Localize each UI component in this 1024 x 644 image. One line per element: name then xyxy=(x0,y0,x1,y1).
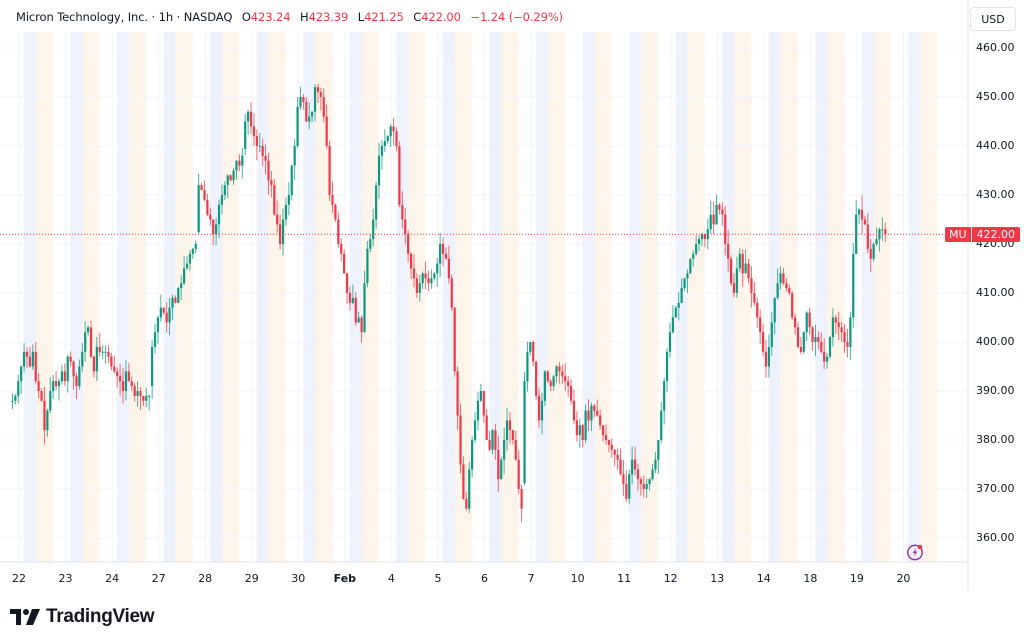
time-axis-label: 20 xyxy=(896,572,911,585)
last-price-symbol: MU xyxy=(945,226,971,242)
premarket-band xyxy=(861,32,874,562)
premarket-band xyxy=(768,32,781,562)
time-axis-label: 23 xyxy=(58,572,73,585)
price-axis-label: 410.00 xyxy=(976,286,1015,299)
postmarket-band xyxy=(82,32,100,562)
postmarket-band xyxy=(454,32,472,562)
postmarket-band xyxy=(36,32,53,562)
price-axis-label: 450.00 xyxy=(976,90,1015,103)
chart-area[interactable]: Micron Technology, Inc. · 1h · NASDAQ O4… xyxy=(0,0,1024,600)
premarket-band xyxy=(117,32,130,562)
postmarket-band xyxy=(873,32,891,562)
postmarket-band xyxy=(222,32,240,562)
candlestick-chart[interactable] xyxy=(0,0,1024,600)
postmarket-band xyxy=(780,32,798,562)
premarket-band xyxy=(908,32,921,562)
time-axis-label: 4 xyxy=(387,572,395,585)
postmarket-band xyxy=(361,32,379,562)
time-axis-label: 29 xyxy=(244,572,259,585)
premarket-band xyxy=(70,32,83,562)
postmarket-band xyxy=(548,32,566,562)
low-value: 421.25 xyxy=(364,10,404,24)
time-axis-label: 30 xyxy=(291,572,306,585)
premarket-band xyxy=(442,32,455,562)
time-axis-label: 14 xyxy=(756,572,771,585)
last-price-value: 422.00 xyxy=(971,226,1021,242)
premarket-band xyxy=(163,32,176,562)
open-label: O xyxy=(241,10,251,24)
postmarket-band xyxy=(734,32,752,562)
tradingview-logo[interactable]: TradingView xyxy=(10,606,155,628)
exchange: NASDAQ xyxy=(183,10,233,24)
lightning-alert-icon[interactable] xyxy=(906,543,924,561)
premarket-band xyxy=(256,32,269,562)
premarket-band xyxy=(210,32,223,562)
price-axis-label: 360.00 xyxy=(976,531,1015,544)
premarket-band xyxy=(489,32,502,562)
postmarket-band xyxy=(175,32,193,562)
price-axis-label: 370.00 xyxy=(976,482,1015,495)
price-axis-label: 400.00 xyxy=(976,335,1015,348)
time-axis-label: 13 xyxy=(710,572,725,585)
postmarket-band xyxy=(501,32,519,562)
time-axis-label: 24 xyxy=(105,572,120,585)
premarket-band xyxy=(815,32,828,562)
last-price-tag: MU 422.00 xyxy=(945,226,1021,242)
time-axis-label: 12 xyxy=(663,572,678,585)
premarket-band xyxy=(582,32,595,562)
time-axis-label: Feb xyxy=(333,572,357,585)
close-value: 422.00 xyxy=(421,10,461,24)
premarket-band xyxy=(536,32,549,562)
postmarket-band xyxy=(315,32,333,562)
postmarket-band xyxy=(827,32,845,562)
time-axis-label: 18 xyxy=(803,572,818,585)
postmarket-band xyxy=(641,32,659,562)
interval[interactable]: 1h xyxy=(158,10,174,24)
symbol-legend: Micron Technology, Inc. · 1h · NASDAQ O4… xyxy=(16,10,564,24)
high-label: H xyxy=(300,10,309,24)
time-axis-label: 6 xyxy=(481,572,488,585)
tradingview-wordmark: TradingView xyxy=(46,606,155,627)
postmarket-band xyxy=(920,32,938,562)
currency-button[interactable]: USD xyxy=(970,7,1016,31)
change-value: −1.24 (−0.29%) xyxy=(470,10,564,24)
postmarket-band xyxy=(268,32,286,562)
premarket-band xyxy=(629,32,642,562)
close-label: C xyxy=(413,10,422,24)
open-value: 423.24 xyxy=(250,10,291,24)
price-axis-label: 430.00 xyxy=(976,188,1015,201)
price-axis-label: 440.00 xyxy=(976,139,1015,152)
postmarket-band xyxy=(129,32,147,562)
price-axis-label: 460.00 xyxy=(976,41,1015,54)
time-axis-label: 11 xyxy=(617,572,632,585)
premarket-band xyxy=(396,32,409,562)
tradingview-logo-icon xyxy=(10,609,40,625)
time-axis-label: 27 xyxy=(151,572,166,585)
high-value: 423.39 xyxy=(308,10,349,24)
premarket-band xyxy=(24,32,36,562)
time-axis-label: 7 xyxy=(527,572,535,585)
premarket-band xyxy=(303,32,316,562)
time-axis-label: 19 xyxy=(849,572,864,585)
price-axis-label: 390.00 xyxy=(976,384,1015,397)
time-axis-label: 22 xyxy=(12,572,26,585)
price-axis-label: 380.00 xyxy=(976,433,1015,446)
postmarket-band xyxy=(594,32,612,562)
low-label: L xyxy=(357,10,365,24)
symbol-name[interactable]: Micron Technology, Inc. xyxy=(16,10,148,24)
postmarket-band xyxy=(687,32,705,562)
time-axis-label: 10 xyxy=(570,572,585,585)
time-axis-label: 5 xyxy=(434,572,442,585)
time-axis-label: 28 xyxy=(198,572,213,585)
premarket-band xyxy=(722,32,735,562)
